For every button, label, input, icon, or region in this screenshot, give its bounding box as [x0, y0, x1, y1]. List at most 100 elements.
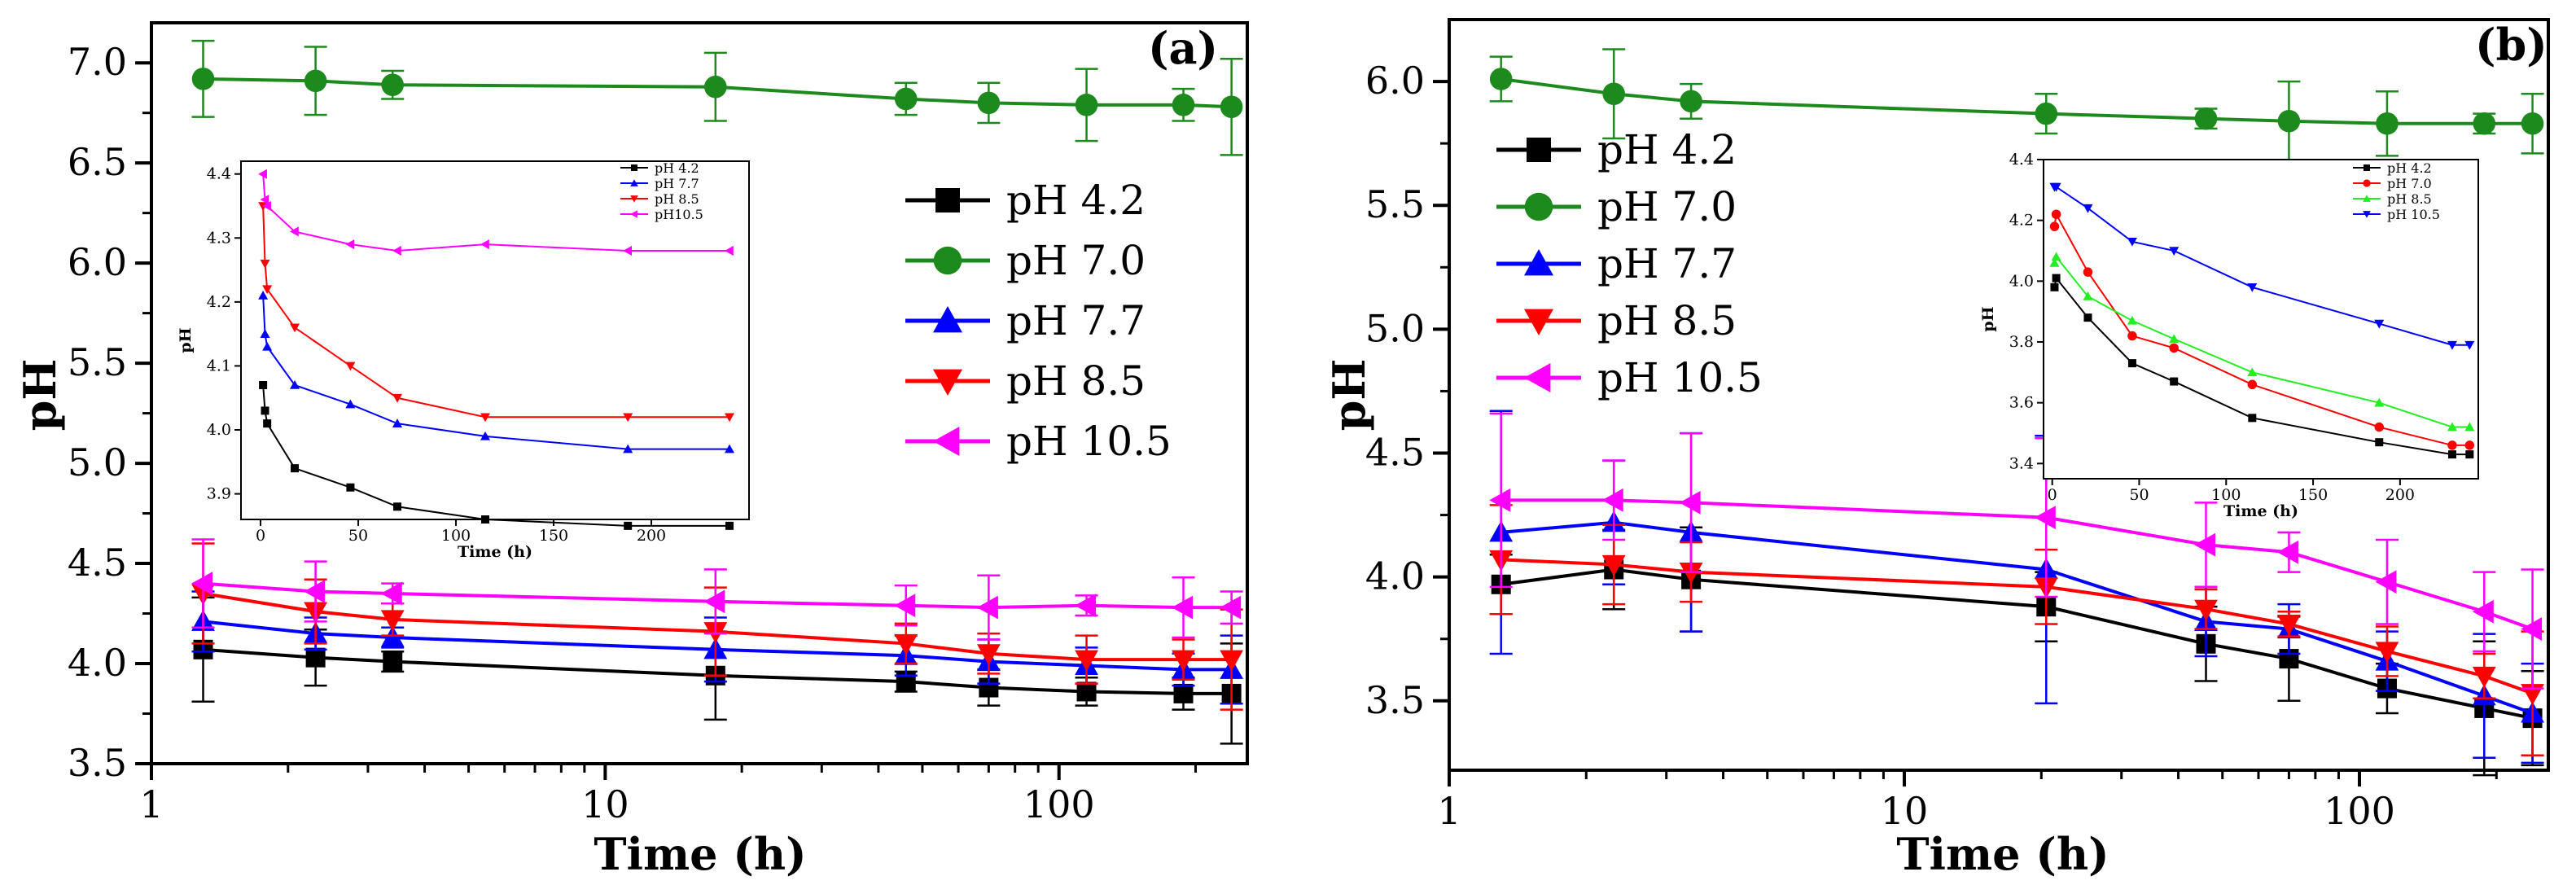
inset-data-point — [2465, 450, 2474, 459]
data-point — [1172, 595, 1194, 620]
x-tick-label: 10 — [1881, 789, 1929, 833]
inset-legend-entry: pH 7.0 — [2353, 176, 2432, 191]
legend-entry: pH 10.5 — [905, 418, 1172, 465]
inset-x-tick-label: 200 — [637, 527, 666, 545]
legend-marker — [1524, 192, 1553, 221]
data-point — [976, 644, 1001, 666]
legend-entry: pH 7.7 — [905, 297, 1146, 344]
inset-data-point — [345, 239, 355, 250]
inset-legend-entry: pH 4.2 — [620, 160, 699, 176]
inset-data-point — [2248, 414, 2257, 423]
legend-marker — [933, 246, 962, 275]
legend-label: pH 7.7 — [1006, 297, 1146, 344]
inset-y-tick-label: 4.0 — [207, 421, 231, 439]
legend-marker — [1524, 363, 1551, 392]
inset-data-point — [725, 444, 734, 453]
inset-series-0 — [2050, 274, 2474, 459]
inset-y-tick-label: 3.4 — [2009, 454, 2034, 472]
y-tick-label: 5.5 — [68, 340, 127, 384]
inset-series-0 — [259, 381, 734, 530]
inset-data-point — [480, 413, 490, 423]
inset-data-point — [2447, 440, 2457, 450]
data-point — [191, 572, 213, 596]
inset-legend-marker — [2363, 195, 2371, 202]
data-point — [894, 594, 916, 618]
y-tick-label: 3.5 — [68, 741, 127, 785]
inset-y-axis-label: pH — [1979, 306, 1997, 331]
inset-x-tick-label: 0 — [2048, 486, 2057, 504]
inset-legend-entry: pH 8.5 — [620, 191, 699, 207]
data-point — [2375, 642, 2399, 664]
inset-data-point — [2247, 379, 2258, 390]
data-point — [1679, 563, 1703, 584]
inset-y-tick-label: 4.4 — [2009, 151, 2034, 169]
inset-data-point — [2169, 247, 2180, 256]
chart-panel-a: 1 10 100 3.5 4.0 4.5 5.0 5.5 6.0 6.5 7.0 Time (h) pH… — [14, 21, 1249, 880]
inset-x-tick-label: 100 — [2211, 486, 2241, 504]
inset-legend-marker — [630, 210, 637, 218]
data-point — [704, 75, 727, 99]
data-point — [1601, 488, 1623, 512]
inset-data-point — [392, 393, 402, 403]
inset-data-point — [261, 406, 269, 415]
inset-data-point — [2374, 397, 2385, 407]
legend-entry: pH 4.2 — [1496, 126, 1737, 173]
data-point — [2472, 599, 2494, 624]
legend-entry: pH 8.5 — [1496, 297, 1737, 344]
inset-data-point — [2170, 377, 2179, 386]
inset-data-point — [345, 399, 356, 409]
inset-data-point — [2083, 267, 2093, 277]
inset-chart: 0 50 100 150 200 3.4 3.6 3.8 4.0 4.2 4.4 Time (h) pH… — [1979, 151, 2479, 520]
inset-data-point — [259, 381, 268, 389]
series-1 — [1489, 48, 2544, 162]
x-tick-label: 1 — [1437, 789, 1461, 833]
inset-legend-label: pH 4.2 — [655, 160, 699, 176]
inset-y-axis-label: pH — [177, 327, 195, 353]
data-point — [380, 581, 402, 606]
inset-y-tick-label: 3.9 — [207, 485, 231, 503]
data-point — [2277, 614, 2301, 636]
data-point — [1075, 594, 1097, 618]
x-axis-label: Time (h) — [1896, 828, 2109, 880]
data-point — [381, 73, 405, 97]
legend-entry: pH 8.5 — [905, 357, 1146, 405]
data-point — [2194, 107, 2218, 130]
y-tick-label: 5.5 — [1365, 182, 1425, 226]
inset-data-point — [725, 413, 734, 423]
legend-marker — [935, 188, 960, 212]
legend-label: pH 10.5 — [1006, 418, 1172, 465]
data-point — [1489, 488, 1511, 512]
inset-series-1 — [2049, 209, 2475, 450]
inset-legend-marker — [2363, 211, 2371, 218]
data-point — [305, 647, 326, 668]
inset-data-point — [2051, 182, 2061, 192]
inset-x-tick-label: 100 — [441, 527, 471, 545]
inset-legend-entry: pH 4.2 — [2353, 160, 2432, 176]
data-point — [1680, 90, 1702, 113]
legend-entry: pH 4.2 — [905, 177, 1146, 224]
inset-x-tick-label: 50 — [2129, 486, 2149, 504]
inset-series-3 — [258, 169, 734, 256]
data-point — [2277, 109, 2301, 133]
inset-y-tick-label: 4.4 — [207, 165, 231, 183]
inset-data-point — [290, 226, 299, 237]
inset-data-point — [393, 502, 401, 511]
data-point — [2034, 506, 2056, 530]
inset-data-point — [263, 419, 272, 428]
legend-label: pH 8.5 — [1006, 357, 1146, 405]
inset-legend-marker — [2364, 164, 2370, 171]
inset-series-1 — [258, 291, 734, 453]
inset-data-point — [2083, 291, 2093, 300]
legend-marker — [933, 369, 962, 396]
inset-data-point — [2049, 257, 2060, 267]
data-point — [2277, 540, 2298, 564]
legend-marker — [933, 306, 962, 333]
inset-legend-label: pH 4.2 — [2387, 160, 2432, 176]
data-point — [304, 580, 326, 603]
data-point — [1075, 650, 1098, 672]
data-point — [894, 87, 918, 111]
inset-data-point — [2464, 422, 2475, 432]
inset-x-tick-label: 200 — [2385, 486, 2415, 504]
data-point — [1679, 490, 1701, 515]
